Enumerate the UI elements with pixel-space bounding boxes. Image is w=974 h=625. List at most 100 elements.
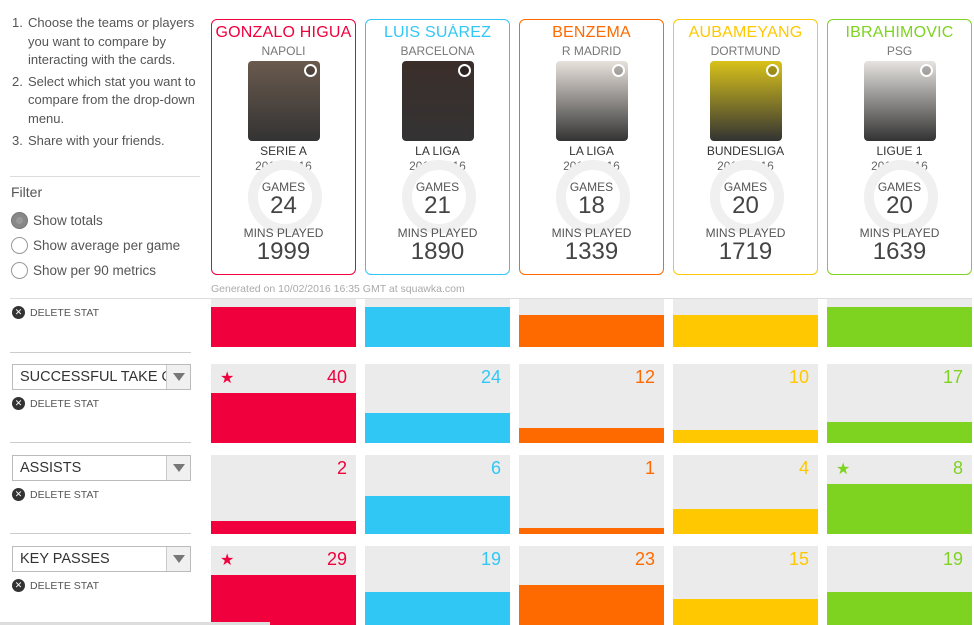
stat-select[interactable]: SUCCESSFUL TAKE O xyxy=(12,364,191,390)
delete-stat-button[interactable]: ✕ DELETE STAT xyxy=(12,488,99,501)
games-value: 24 xyxy=(270,192,297,219)
player-photo xyxy=(863,61,936,141)
delete-stat-button[interactable]: ✕ DELETE STAT xyxy=(12,306,99,319)
scrollbar[interactable] xyxy=(0,622,270,625)
delete-stat-button[interactable]: ✕ DELETE STAT xyxy=(12,579,99,592)
radio-icon[interactable] xyxy=(11,237,28,254)
stat-cell: 8 ★ xyxy=(827,455,972,534)
stat-cell xyxy=(827,299,972,347)
delete-stat-button[interactable]: ✕ DELETE STAT xyxy=(12,397,99,410)
stat-cell xyxy=(673,299,818,347)
delete-stat-label: DELETE STAT xyxy=(30,579,100,592)
divider xyxy=(10,442,191,443)
stat-cell xyxy=(519,299,664,347)
filter-average-per-game[interactable]: Show average per game xyxy=(11,237,180,254)
filter-title: Filter xyxy=(11,184,43,200)
player-card[interactable]: BENZEMA R MADRID LA LIGA 2015/2016 GAMES 18 MI… xyxy=(519,19,664,275)
stat-value: 4 xyxy=(798,458,809,478)
stat-value: 23 xyxy=(634,549,655,569)
league-name: SERIE A xyxy=(260,144,307,158)
dropdown-toggle[interactable] xyxy=(166,456,190,480)
stat-cell: 29 ★ xyxy=(211,546,356,625)
stat-bar xyxy=(827,307,972,347)
stat-bar xyxy=(211,575,356,625)
watermark-ring xyxy=(556,160,630,234)
stat-cell xyxy=(365,299,510,347)
instructions: 1. Choose the teams or players you want t… xyxy=(10,14,205,153)
instruction-number: 2. xyxy=(12,73,23,89)
mins-label: MINS PLAYED xyxy=(397,226,478,240)
stat-value: 40 xyxy=(326,367,347,387)
dropdown-toggle[interactable] xyxy=(166,365,190,389)
stat-cell: 2 xyxy=(211,455,356,534)
player-name: LUIS SUÁREZ xyxy=(383,24,492,41)
stat-value: 24 xyxy=(480,367,501,387)
stat-bar xyxy=(827,592,972,625)
star-icon: ★ xyxy=(836,461,851,478)
games-label: GAMES xyxy=(261,180,306,194)
team-name: R MADRID xyxy=(561,44,622,58)
instruction-text: Choose the teams or players you want to … xyxy=(28,15,195,68)
stat-select-value: SUCCESSFUL TAKE O xyxy=(20,369,166,385)
player-card[interactable]: IBRAHIMOVIC PSG LIGUE 1 2015/2016 GAMES 20 MIN… xyxy=(827,19,972,275)
instruction-text: Select which stat you want to compare fr… xyxy=(28,73,196,126)
radio-label: Show average per game xyxy=(33,238,181,253)
stat-value: 6 xyxy=(490,458,501,478)
stat-bar xyxy=(673,599,818,625)
stat-cell: 19 xyxy=(365,546,510,625)
radio-icon[interactable] xyxy=(11,262,28,279)
instruction-item: 3. Share with your friends. xyxy=(10,132,205,151)
stat-cell: 6 xyxy=(365,455,510,534)
league-name: LIGUE 1 xyxy=(876,144,923,158)
close-icon: ✕ xyxy=(12,579,25,592)
team-name: PSG xyxy=(886,44,913,58)
stat-select-value: ASSISTS xyxy=(20,460,82,476)
chevron-down-icon xyxy=(172,464,185,472)
divider xyxy=(10,298,972,299)
player-name: GONZALO HIGUA xyxy=(215,24,352,41)
filter-per-90[interactable]: Show per 90 metrics xyxy=(11,262,156,279)
star-icon: ★ xyxy=(220,552,235,569)
watermark-ring xyxy=(710,160,784,234)
league-name: BUNDESLIGA xyxy=(706,144,785,158)
generated-note: Generated on 10/02/2016 16:35 GMT at squ… xyxy=(211,283,465,295)
squawka-logo-icon xyxy=(919,64,933,77)
player-name: IBRAHIMOVIC xyxy=(845,24,954,41)
stat-select-value: KEY PASSES xyxy=(20,551,110,567)
player-name: AUBAMEYANG xyxy=(688,24,803,41)
instruction-text: Share with your friends. xyxy=(28,132,165,148)
stat-cell: 15 xyxy=(673,546,818,625)
stat-cell: 17 xyxy=(827,364,972,443)
divider xyxy=(10,533,191,534)
stat-value: 19 xyxy=(480,549,501,569)
stat-select[interactable]: ASSISTS xyxy=(12,455,191,481)
stat-bar xyxy=(673,430,818,443)
mins-label: MINS PLAYED xyxy=(859,226,940,240)
divider xyxy=(10,352,191,353)
dropdown-toggle[interactable] xyxy=(166,547,190,571)
squawka-logo-icon xyxy=(457,64,471,77)
player-card[interactable]: AUBAMEYANG DORTMUND BUNDESLIGA 2015/2016 GAM… xyxy=(673,19,818,275)
stat-select[interactable]: KEY PASSES xyxy=(12,546,191,572)
stat-bar xyxy=(673,315,818,347)
games-label: GAMES xyxy=(877,180,922,194)
player-photo xyxy=(555,61,628,141)
stat-cell: 24 xyxy=(365,364,510,443)
team-name: NAPOLI xyxy=(261,44,306,58)
mins-value: 1890 xyxy=(410,238,465,265)
stat-bar xyxy=(365,413,510,443)
stat-cell xyxy=(211,299,356,347)
filter-show-totals[interactable]: Show totals xyxy=(11,212,103,229)
games-value: 20 xyxy=(886,192,913,219)
instruction-item: 2. Select which stat you want to compare … xyxy=(10,73,205,129)
radio-checked-icon[interactable] xyxy=(11,212,28,229)
player-card[interactable]: LUIS SUÁREZ BARCELONA LA LIGA 2015/2016 GAME… xyxy=(365,19,510,275)
mins-label: MINS PLAYED xyxy=(551,226,632,240)
stat-value: 17 xyxy=(942,367,963,387)
stat-bar xyxy=(211,521,356,534)
league-name: LA LIGA xyxy=(569,144,614,158)
stat-cell: 4 xyxy=(673,455,818,534)
player-card[interactable]: GONZALO HIGUA NAPOLI SERIE A 2015/2016 GAMES… xyxy=(211,19,356,275)
stat-bar xyxy=(365,496,510,534)
mins-label: MINS PLAYED xyxy=(705,226,786,240)
